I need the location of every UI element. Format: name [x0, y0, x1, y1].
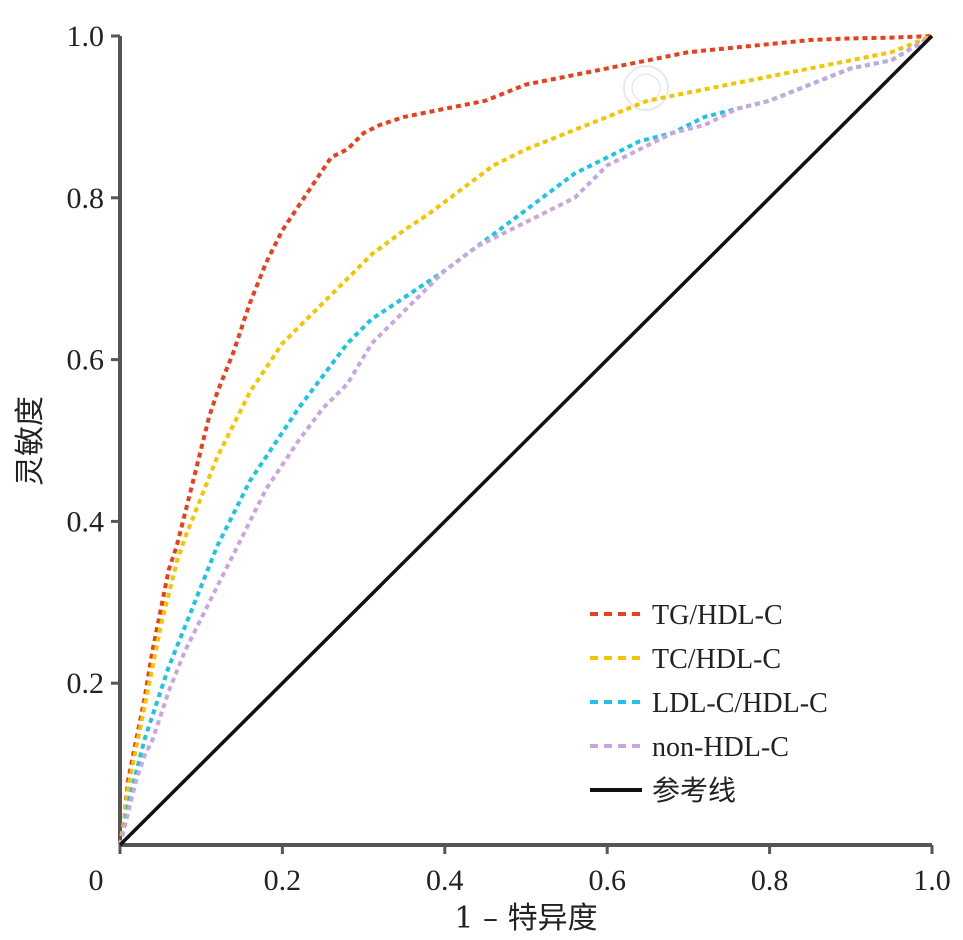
legend-label: non-HDL-C [652, 732, 789, 763]
series-line-0 [118, 34, 933, 846]
series-layer [118, 34, 934, 847]
y-tick-label: 0.4 [67, 505, 105, 538]
axes [118, 36, 932, 847]
y-ticks: 0.2 0.4 0.6 0.8 1.0 [67, 20, 120, 700]
series-line-4 [118, 34, 934, 847]
x-axis-title: 1 – 特异度 [454, 901, 597, 936]
x-tick-label: 0.4 [426, 864, 464, 897]
legend: TG/HDL-C TC/HDL-C LDL-C/HDL-C non-HDL-C 参考线 [590, 600, 828, 807]
legend-label: TC/HDL-C [652, 644, 781, 675]
legend-label: LDL-C/HDL-C [652, 688, 828, 719]
legend-label: TG/HDL-C [652, 600, 783, 631]
legend-label: 参考线 [652, 774, 736, 807]
x-ticks: 0 0.2 0.4 0.6 0.8 1.0 [89, 845, 951, 897]
y-axis-title: 灵敏度 [13, 396, 48, 486]
x-tick-label: 0.2 [264, 864, 302, 897]
x-tick-label: 0 [89, 864, 104, 897]
y-tick-label: 0.6 [67, 344, 105, 377]
x-tick-label: 1.0 [913, 864, 951, 897]
x-tick-label: 0.8 [751, 864, 789, 897]
series-line-1 [118, 34, 933, 846]
y-tick-label: 1.0 [67, 20, 105, 53]
series-line-2 [118, 34, 934, 846]
y-tick-label: 0.8 [67, 182, 105, 215]
x-tick-label: 0.6 [588, 864, 626, 897]
series-line-3 [118, 34, 934, 846]
y-tick-label: 0.2 [67, 667, 105, 700]
